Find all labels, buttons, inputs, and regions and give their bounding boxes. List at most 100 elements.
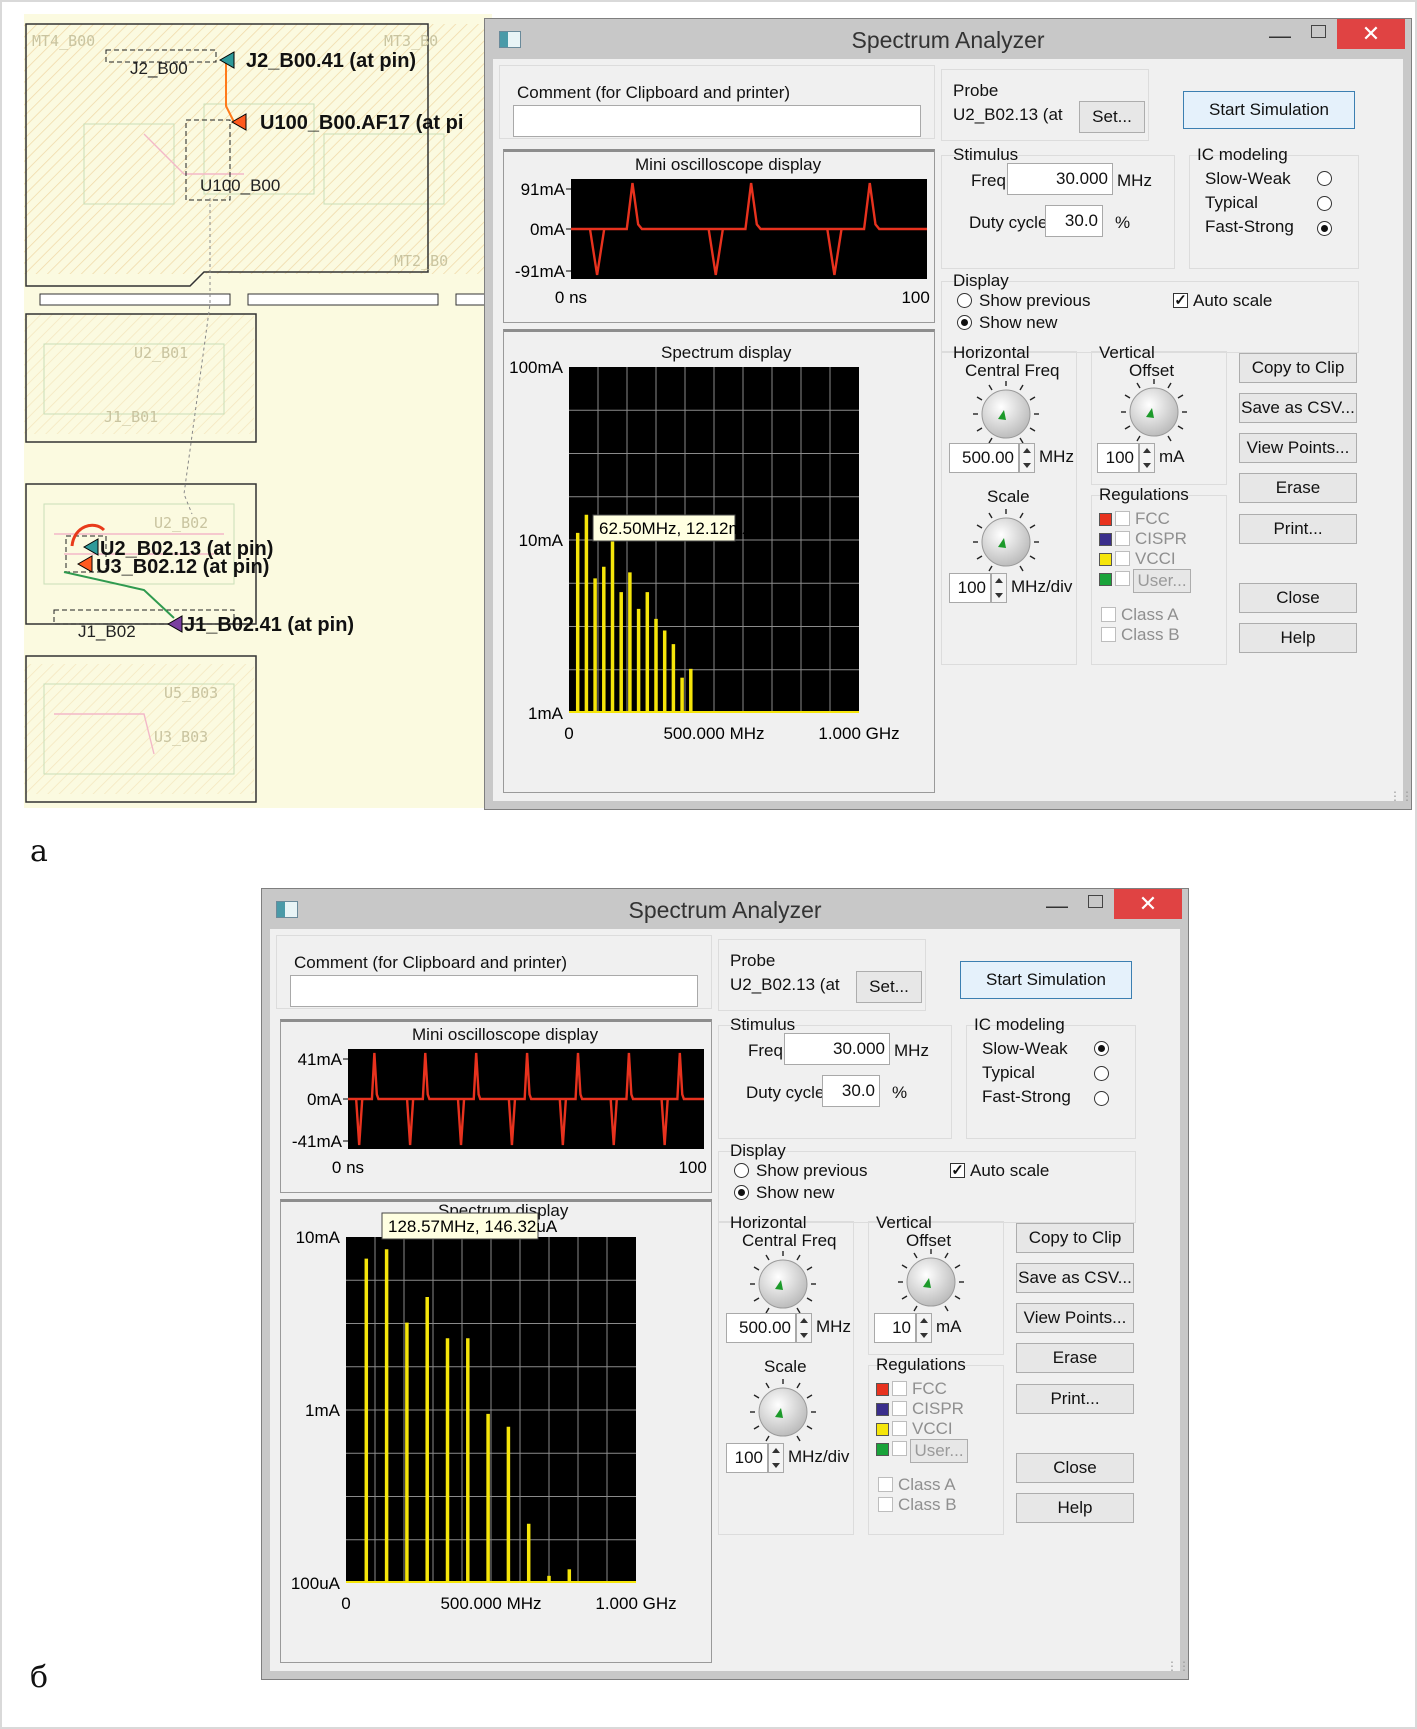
ic-radio-fast-strong[interactable] (1317, 221, 1332, 236)
scale-input[interactable]: 100 (726, 1443, 768, 1473)
fcc-label: FCC (912, 1379, 947, 1398)
oscilloscope-y-tick-label: 91mA (521, 180, 566, 199)
ref-label: J1_B02 (78, 622, 136, 641)
freq-input[interactable]: 30.000 (784, 1033, 890, 1065)
central-freq-knob[interactable] (971, 379, 1041, 449)
scale-knob[interactable] (748, 1377, 818, 1447)
spectrum-analyzer-window[interactable]: Spectrum Analyzer — ✕ Comment (for Clipb… (261, 888, 1190, 1680)
print-button[interactable]: Print... (1016, 1384, 1134, 1414)
close-button[interactable]: Close (1016, 1453, 1134, 1483)
print-button[interactable]: Print... (1239, 514, 1357, 544)
minimize-icon[interactable]: — (1269, 23, 1291, 48)
duty-cycle-label: Duty cycle: (969, 213, 1053, 232)
scale-spinner[interactable] (991, 573, 1007, 603)
comment-input[interactable] (290, 975, 698, 1007)
vcci-checkbox[interactable] (892, 1421, 907, 1436)
vertical-group (1091, 351, 1227, 485)
resize-grip-icon[interactable]: ⋮⋮ (1389, 789, 1413, 803)
close-icon[interactable]: ✕ (1114, 889, 1182, 919)
start-simulation-button[interactable]: Start Simulation (960, 961, 1132, 999)
ref-label: U100_B00 (200, 176, 281, 195)
user-regulation-button[interactable]: User... (910, 1439, 968, 1463)
offset-spinner[interactable] (916, 1313, 932, 1343)
offset-spinner[interactable] (1139, 443, 1155, 473)
show-new-radio[interactable] (734, 1185, 749, 1200)
net-label[interactable]: U100_B00.AF17 (at pi (260, 112, 464, 134)
start-simulation-button[interactable]: Start Simulation (1183, 91, 1355, 129)
user-checkbox[interactable] (1115, 571, 1130, 586)
ic-radio-typical[interactable] (1094, 1066, 1109, 1081)
maximize-icon[interactable] (1088, 895, 1103, 908)
class-b-checkbox[interactable] (878, 1497, 893, 1512)
user-regulation-button[interactable]: User... (1133, 569, 1191, 593)
cispr-checkbox[interactable] (892, 1401, 907, 1416)
offset-knob[interactable] (1119, 377, 1189, 447)
offset-input[interactable]: 100 (1097, 443, 1139, 473)
spectrum-y-tick-label: 1mA (305, 1401, 341, 1420)
vcci-checkbox[interactable] (1115, 551, 1130, 566)
central-freq-input[interactable]: 500.00 (949, 443, 1019, 473)
duty-cycle-unit: % (892, 1083, 908, 1102)
net-label[interactable]: U3_B02.12 (at pin) (96, 556, 270, 578)
ic-radio-typical[interactable] (1317, 196, 1332, 211)
ic-radio-slow-weak[interactable] (1317, 171, 1332, 186)
scale-spinner[interactable] (768, 1443, 784, 1473)
view-points-button[interactable]: View Points... (1016, 1303, 1134, 1333)
show-new-radio[interactable] (957, 315, 972, 330)
net-label[interactable]: J2_B00.41 (at pin) (246, 50, 417, 72)
user-color-swatch (876, 1443, 889, 1456)
regulations-label: Regulations (1099, 485, 1189, 504)
duty-cycle-input[interactable]: 30.0 (822, 1075, 880, 1107)
save-as-csv-button[interactable]: Save as CSV... (1016, 1263, 1134, 1293)
erase-button[interactable]: Erase (1239, 473, 1357, 503)
cispr-checkbox[interactable] (1115, 531, 1130, 546)
fcc-checkbox[interactable] (892, 1381, 907, 1396)
class-b-checkbox[interactable] (1101, 627, 1116, 642)
copy-to-clip-button[interactable]: Copy to Clip (1016, 1223, 1134, 1253)
fcc-checkbox[interactable] (1115, 511, 1130, 526)
probe-set-button[interactable]: Set... (856, 971, 922, 1003)
class-a-checkbox[interactable] (1101, 607, 1116, 622)
view-points-button[interactable]: View Points... (1239, 433, 1357, 463)
auto-scale-checkbox[interactable]: ✓ (950, 1162, 965, 1179)
title-bar[interactable]: Spectrum Analyzer — ✕ (485, 19, 1411, 59)
help-button[interactable]: Help (1016, 1493, 1134, 1523)
help-button[interactable]: Help (1239, 623, 1357, 653)
close-icon[interactable]: ✕ (1337, 19, 1405, 49)
title-bar[interactable]: Spectrum Analyzer — ✕ (262, 889, 1188, 929)
central-freq-input[interactable]: 500.00 (726, 1313, 796, 1343)
comment-input[interactable] (513, 105, 921, 137)
net-label[interactable]: U2_B02.13 (at pin) (100, 538, 274, 560)
scale-input[interactable]: 100 (949, 573, 991, 603)
probe-label: Probe (730, 951, 776, 970)
spectrum-analyzer-window[interactable]: Spectrum Analyzer — ✕ Comment (for Clipb… (484, 18, 1413, 810)
freq-input[interactable]: 30.000 (1007, 163, 1113, 195)
pcb-layout-view[interactable]: MT4_B00 MT3_B0 MT2_B0 J1_B01 U2_B01 U2_B… (24, 14, 492, 808)
central-freq-spinner[interactable] (796, 1313, 812, 1343)
probe-set-button[interactable]: Set... (1079, 101, 1145, 133)
copy-to-clip-button[interactable]: Copy to Clip (1239, 353, 1357, 383)
show-previous-radio[interactable] (734, 1163, 749, 1178)
central-freq-knob[interactable] (748, 1249, 818, 1319)
offset-input[interactable]: 10 (874, 1313, 916, 1343)
spectrum-tooltip-box (381, 1212, 539, 1240)
duty-cycle-input[interactable]: 30.0 (1045, 205, 1103, 237)
user-checkbox[interactable] (892, 1441, 907, 1456)
close-button[interactable]: Close (1239, 583, 1357, 613)
net-label[interactable]: J1_B02.41 (at pin) (184, 614, 355, 636)
save-as-csv-button[interactable]: Save as CSV... (1239, 393, 1357, 423)
class-a-checkbox[interactable] (878, 1477, 893, 1492)
ic-radio-fast-strong[interactable] (1094, 1091, 1109, 1106)
show-previous-radio[interactable] (957, 293, 972, 308)
erase-button[interactable]: Erase (1016, 1343, 1134, 1373)
central-freq-spinner[interactable] (1019, 443, 1035, 473)
ic-radio-slow-weak[interactable] (1094, 1041, 1109, 1056)
auto-scale-checkbox[interactable]: ✓ (1173, 292, 1188, 309)
resize-grip-icon[interactable]: ⋮⋮ (1166, 1659, 1190, 1673)
scale-knob[interactable] (971, 507, 1041, 577)
offset-knob[interactable] (896, 1247, 966, 1317)
minimize-icon[interactable]: — (1046, 893, 1068, 918)
maximize-icon[interactable] (1311, 25, 1326, 38)
